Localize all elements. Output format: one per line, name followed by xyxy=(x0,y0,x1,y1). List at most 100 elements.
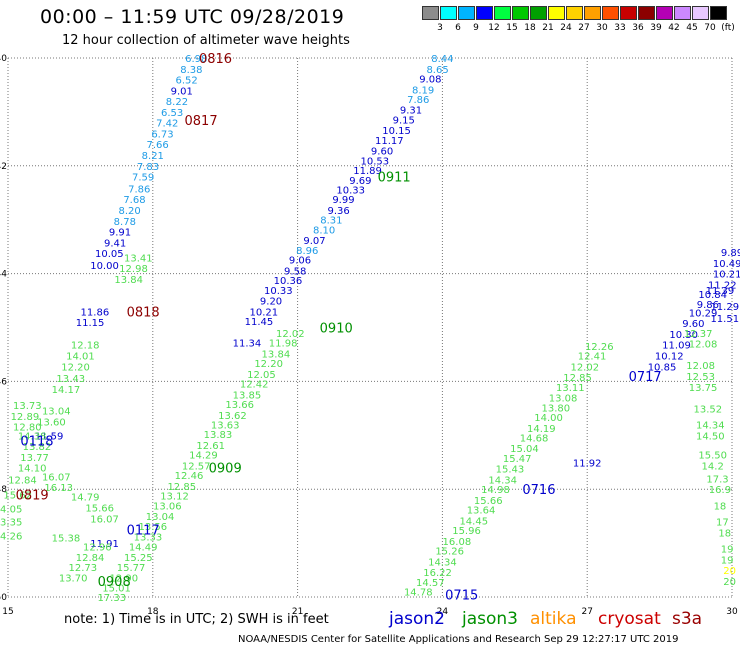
color-swatch xyxy=(512,6,529,20)
color-scale-label: 39 xyxy=(650,23,662,33)
pass-id-label: 0911 xyxy=(378,171,411,186)
x-tick-label: 24 xyxy=(437,607,449,617)
swh-value-label: 14.45 xyxy=(459,516,488,527)
swh-value-label: 13.75 xyxy=(689,383,718,394)
swh-value-label: 8.44 xyxy=(431,54,453,65)
swh-value-label: 9.99 xyxy=(332,195,354,206)
swh-value-label: 12.08 xyxy=(689,340,718,351)
color-scale-label: 3 xyxy=(437,23,443,33)
swh-value-label: 11.89 xyxy=(353,166,382,177)
color-scale-label: 42 xyxy=(668,23,680,33)
swh-value-label: 7.83 xyxy=(137,162,159,173)
swh-value-label: 13.41 xyxy=(124,253,153,264)
swh-value-label: 11.09 xyxy=(662,341,691,352)
swh-value-label: 12.61 xyxy=(196,441,225,452)
x-tick-label: 30 xyxy=(726,607,738,617)
swh-value-label: 9.60 xyxy=(371,147,393,158)
swh-value-label: 11.92 xyxy=(573,458,602,469)
swh-value-label: 15.66 xyxy=(85,504,114,515)
swh-value-label: 8.78 xyxy=(114,217,136,228)
swh-value-label: 10.05 xyxy=(95,249,124,260)
swh-value-label: 15.50 xyxy=(698,451,727,462)
color-swatch xyxy=(422,6,439,20)
swh-value-label: 8.96 xyxy=(296,246,318,257)
swh-value-label: 9.69 xyxy=(349,176,371,187)
swh-value-label: 14.00 xyxy=(534,413,563,424)
swh-value-label: 15.25 xyxy=(124,553,153,564)
swh-value-label: 11.29 xyxy=(710,302,739,313)
pass-id-label: 0816 xyxy=(199,52,232,67)
swh-value-label: 14.17 xyxy=(52,385,81,396)
legend-cryosat: cryosat xyxy=(598,609,661,629)
color-scale-label: 24 xyxy=(560,23,572,33)
swh-value-label: 12.98 xyxy=(119,264,148,275)
pass-id-label: 0715 xyxy=(445,588,478,603)
y-tick-label: -44 xyxy=(0,270,7,280)
color-scale-label: 33 xyxy=(614,23,626,33)
x-tick-label: 18 xyxy=(147,607,159,617)
swh-value-label: 9.91 xyxy=(109,228,131,239)
pass-id-label: 0818 xyxy=(127,305,160,320)
swh-value-label: 14.29 xyxy=(189,451,218,462)
swh-value-label: 16.07 xyxy=(90,514,119,525)
swh-value-label: 6.73 xyxy=(151,129,173,140)
swh-value-label: 8.31 xyxy=(320,216,342,227)
swh-value-label: 20 xyxy=(723,577,736,588)
swh-value-label: 20 xyxy=(723,566,736,577)
swh-value-label: 12.80 xyxy=(13,423,42,434)
swh-value-label: 9.31 xyxy=(400,106,422,117)
swh-value-label: 14.68 xyxy=(520,433,549,444)
swh-value-label: 9.15 xyxy=(393,115,415,126)
pass-id-label: 0908 xyxy=(98,575,131,590)
pass-id-label: 0819 xyxy=(16,489,49,504)
swh-value-label: 7.86 xyxy=(128,184,150,195)
color-scale-label: 27 xyxy=(578,23,590,33)
swh-value-label: 10.84 xyxy=(698,290,727,301)
swh-value-label: 8.38 xyxy=(180,65,202,76)
swh-value-label: 19 xyxy=(721,544,734,555)
swh-value-label: 13.83 xyxy=(204,430,233,441)
pass-id-label: 0717 xyxy=(629,370,662,385)
swh-value-label: 17.33 xyxy=(97,593,126,604)
color-swatch xyxy=(494,6,511,20)
swh-value-label: 16.22 xyxy=(423,568,452,579)
swh-value-label: 14.57 xyxy=(416,578,445,589)
swh-value-label: 13.11 xyxy=(556,383,585,394)
swh-value-label: 12.18 xyxy=(71,341,100,352)
swh-value-label: 13.62 xyxy=(218,411,247,422)
swh-value-label: 12.37 xyxy=(684,329,713,340)
swh-value-label: 14.98 xyxy=(481,485,510,496)
swh-value-label: 12.20 xyxy=(61,362,90,373)
swh-value-label: 13.35 xyxy=(0,518,22,529)
swh-value-label: 10.21 xyxy=(713,270,740,281)
swh-value-label: 13.77 xyxy=(20,453,49,464)
swh-value-label: 9.06 xyxy=(289,256,311,267)
legend-jason3: jason3 xyxy=(462,609,518,629)
legend-altika: altika xyxy=(530,609,577,629)
swh-value-label: 9.89 xyxy=(721,248,740,259)
swh-value-label: 11.91 xyxy=(90,539,119,550)
swh-value-label: 17.3 xyxy=(706,474,728,485)
swh-value-label: 10.33 xyxy=(264,286,293,297)
swh-value-label: 13.33 xyxy=(134,533,163,544)
swh-value-label: 13.04 xyxy=(42,407,71,418)
swh-value-label: 9.36 xyxy=(327,206,349,217)
swh-value-label: 15.01 xyxy=(102,583,131,594)
swh-value-label: 9.41 xyxy=(104,238,126,249)
color-swatch xyxy=(674,6,691,20)
y-tick-label: -46 xyxy=(0,377,7,387)
swh-value-label: 7.66 xyxy=(146,140,168,151)
swh-value-label: 12.46 xyxy=(175,471,204,482)
pass-id-label: 0716 xyxy=(522,483,555,498)
swh-value-label: 15.04 xyxy=(510,444,539,455)
swh-value-label: 14.26 xyxy=(0,532,22,543)
swh-value-label: 10.49 xyxy=(713,259,740,270)
y-tick-label: -42 xyxy=(0,162,7,172)
x-tick-label: 21 xyxy=(292,607,303,617)
swh-value-label: 8.10 xyxy=(313,225,335,236)
swh-value-label: 9.58 xyxy=(284,266,306,277)
swh-value-label: 10.12 xyxy=(655,352,684,363)
swh-value-label: 10.53 xyxy=(361,156,390,167)
swh-value-label: 9.20 xyxy=(260,297,282,308)
swh-value-label: 8.21 xyxy=(142,151,164,162)
